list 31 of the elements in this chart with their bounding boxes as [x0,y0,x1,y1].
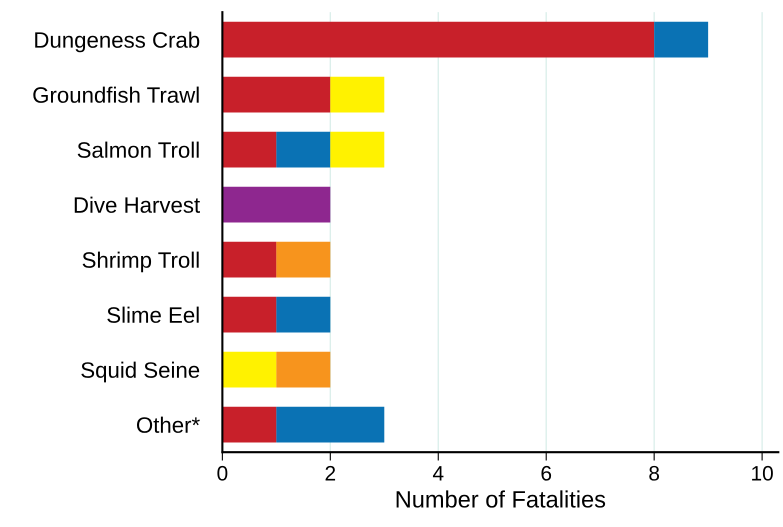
bar [222,132,276,168]
bar [222,186,330,223]
x-tick-label: 8 [649,466,660,481]
x-tick-label: 4 [432,466,444,480]
bar [222,296,276,333]
bar [330,76,384,113]
bar [222,242,276,278]
y-tick-label: Dungeness Crab [35,32,200,52]
bar [276,132,330,168]
y-tick-label: Salmon Troll [78,142,199,158]
bar [654,22,708,58]
y-tick-label: Dive Harvest [74,196,200,213]
bar [276,406,384,443]
y-tick-label: Slime Eel [107,306,199,323]
bar [222,406,276,443]
x-tick-label: 0 [217,466,228,481]
bar [222,352,276,388]
y-tick-label: Shrimp Troll [82,252,199,272]
bar [222,76,330,113]
bar [276,352,330,388]
bar [330,132,384,168]
x-axis-title: Number of Fatalities [396,490,606,508]
bar [222,22,654,58]
x-tick-label: 10 [752,466,773,481]
x-tick-label: 2 [326,466,336,480]
y-tick-label: Squid Seine [81,362,200,382]
y-tick-label: Groundfish Trawl [33,86,199,103]
x-tick-label: 6 [541,466,552,481]
bar [276,242,330,278]
y-tick-label: Other* [136,416,200,433]
bar [276,296,330,333]
